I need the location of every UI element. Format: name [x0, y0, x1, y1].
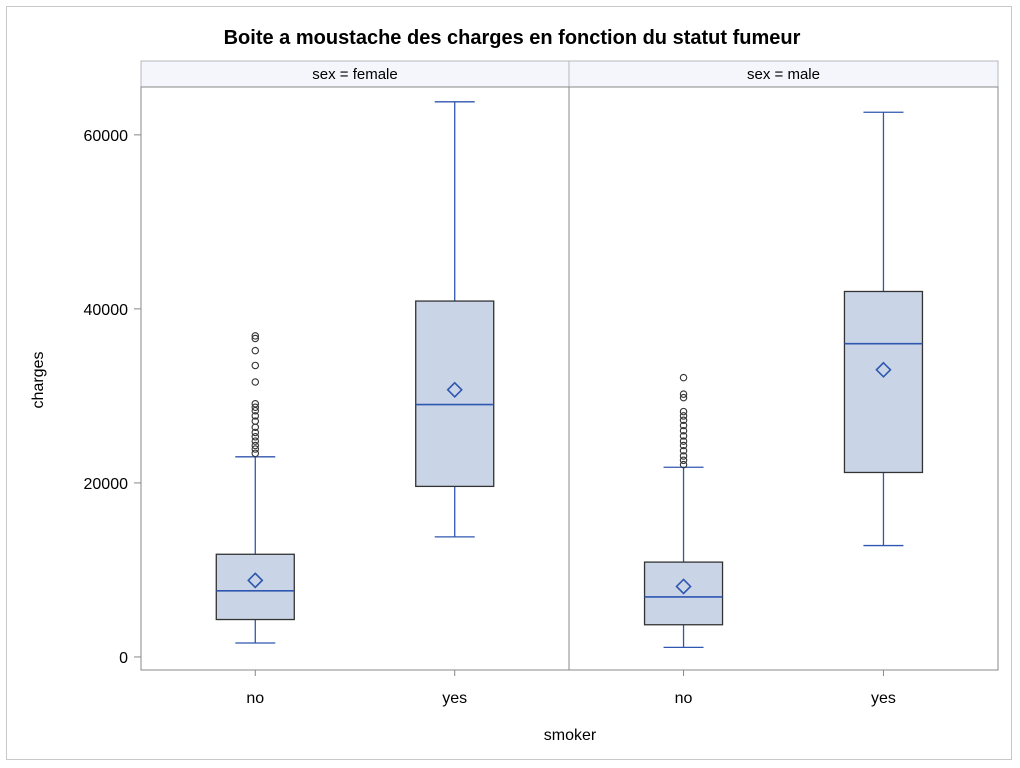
mean-marker — [875, 361, 892, 378]
outlier-point — [679, 416, 688, 425]
outlier-point — [251, 433, 260, 441]
outlier-point — [251, 334, 260, 343]
panel-plot-area — [140, 86, 570, 671]
panel-header — [568, 60, 999, 88]
outlier-point — [251, 332, 260, 340]
x-tick-label: no — [246, 690, 264, 707]
box-no: no — [643, 373, 724, 707]
y-tick-label: 60000 — [84, 128, 129, 145]
y-axis: 0 20000 40000 60000 — [84, 128, 141, 667]
outlier-point — [251, 428, 260, 437]
outlier-point — [679, 412, 688, 420]
panel-male: sex = male no yes — [568, 60, 999, 707]
outlier-point — [251, 378, 260, 386]
outlier-point — [251, 412, 260, 420]
outlier-point — [679, 390, 688, 398]
box-no: no — [215, 332, 295, 707]
y-axis-label: charges — [30, 352, 47, 409]
box-yes: yes — [843, 111, 924, 707]
outlier-point — [679, 373, 688, 382]
outlier-point — [679, 426, 688, 435]
outlier-point — [251, 406, 260, 415]
outlier-point — [251, 399, 260, 408]
box-iqr — [415, 300, 495, 488]
box-yes: yes — [415, 101, 495, 707]
panel-header — [140, 60, 570, 88]
mean-marker — [247, 572, 264, 589]
panel-header-label: sex = male — [747, 66, 820, 83]
outlier-point — [679, 432, 688, 440]
x-tick-label: no — [675, 690, 693, 707]
y-tick-label: 0 — [119, 650, 128, 667]
outlier-point — [679, 460, 688, 469]
box-iqr — [843, 290, 924, 474]
box-iqr — [215, 553, 295, 621]
y-tick-label: 20000 — [84, 476, 129, 493]
outlier-point — [251, 361, 260, 370]
x-axis-label: smoker — [544, 727, 597, 744]
outlier-point — [679, 456, 688, 465]
outlier-point — [679, 452, 688, 460]
chart-title: Boite a moustache des charges en fonctio… — [224, 27, 801, 49]
mean-marker — [446, 381, 463, 398]
y-tick-label: 40000 — [84, 302, 129, 319]
panel-plot-area — [568, 86, 999, 671]
outlier-point — [679, 421, 688, 430]
panels: sex = female no yes sex = male no yes — [140, 60, 999, 707]
panel-header-label: sex = female — [312, 66, 397, 83]
outlier-point — [251, 346, 260, 355]
panel-female: sex = female no yes — [140, 60, 570, 707]
mean-marker — [675, 578, 692, 595]
x-tick-label: yes — [442, 690, 467, 707]
outlier-point — [251, 437, 260, 445]
outlier-point — [251, 403, 260, 411]
outlier-point — [251, 417, 260, 425]
outlier-point — [251, 449, 260, 458]
outlier-point — [679, 393, 688, 402]
outlier-point — [251, 445, 260, 453]
outlier-point — [679, 441, 688, 450]
outlier-point — [251, 441, 260, 450]
outlier-point — [679, 437, 688, 445]
outlier-point — [679, 446, 688, 455]
x-tick-label: yes — [871, 690, 896, 707]
outlier-point — [679, 407, 688, 416]
